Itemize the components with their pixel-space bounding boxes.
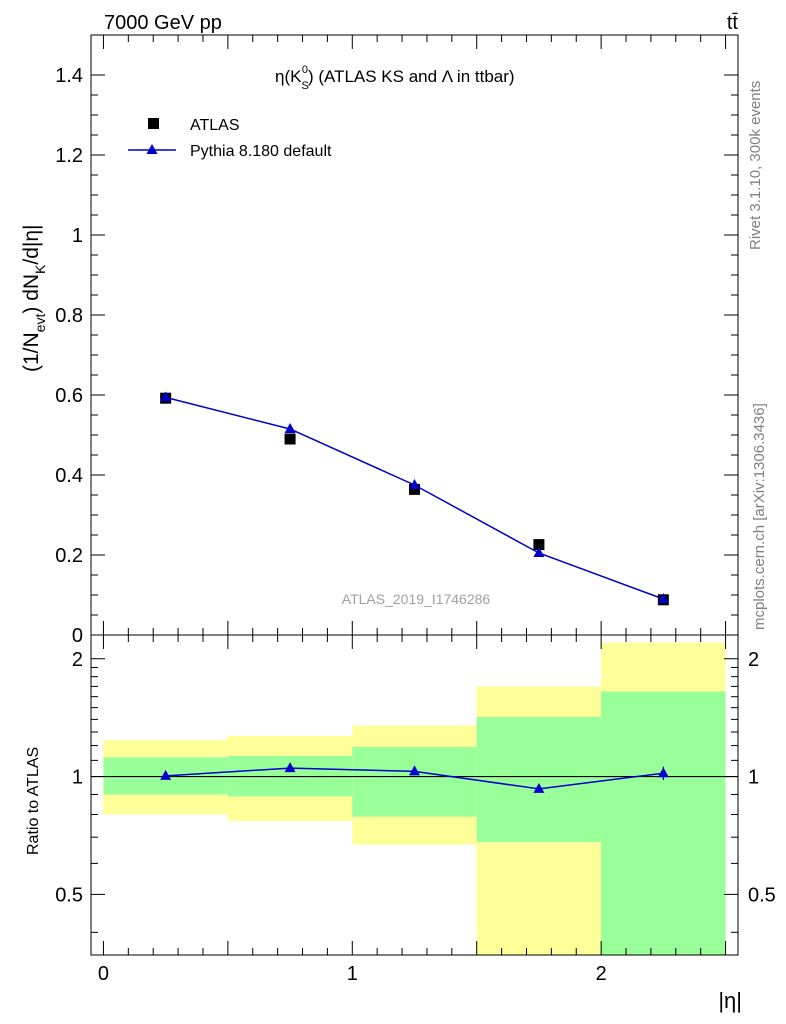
title-sup: 0 xyxy=(302,64,308,76)
process-label: tt̄ xyxy=(727,12,739,34)
title-sub: S xyxy=(301,80,308,92)
green-band xyxy=(601,691,726,955)
ylabel-a: (1/N xyxy=(20,332,43,372)
main-ytick-label: 0.2 xyxy=(55,545,83,567)
ratio-point xyxy=(160,769,172,780)
ratio-frame xyxy=(90,634,739,956)
pythia-point xyxy=(160,391,172,402)
main-ytick-label: 1.4 xyxy=(55,65,83,87)
watermark: ATLAS_2019_I1746286 xyxy=(342,591,491,607)
ratio-ytick-label-right: 2 xyxy=(748,649,759,671)
main-ytick-label: 0.8 xyxy=(55,305,83,327)
ratio-point xyxy=(657,767,669,778)
main-plot: 00.20.40.60.811.21.4 η(KS0) (ATLAS KS an… xyxy=(20,34,739,647)
main-ytick-label: 0.4 xyxy=(55,465,83,487)
main-ytick-label: 1 xyxy=(72,225,83,247)
ratio-xtick-label: 1 xyxy=(347,963,358,985)
main-ytick-label: 0.6 xyxy=(55,385,83,407)
legend-pythia-marker xyxy=(146,144,158,154)
ylabel-c: /d|η| xyxy=(20,224,43,264)
mcplots-label: mcplots.cern.ch [arXiv:1306.3436] xyxy=(751,403,768,630)
atlas-point xyxy=(409,483,420,495)
legend-atlas-marker xyxy=(148,118,159,129)
ratio-ytick-label: 2 xyxy=(72,649,83,671)
ratio-xtick-label: 0 xyxy=(98,963,109,985)
pythia-line xyxy=(165,396,664,600)
green-band xyxy=(352,747,477,817)
ylabel-b: ) dN xyxy=(20,274,43,314)
ratio-ytick-label-right: 1 xyxy=(748,767,759,789)
main-ytick-label: 1.2 xyxy=(55,145,83,167)
energy-label: 7000 GeV pp xyxy=(104,12,222,34)
ratio-plot: 0.5 0.5 1 1 2 2 0 1 2 Ratio to ATLAS |η| xyxy=(25,634,776,1013)
ratio-point xyxy=(409,765,420,776)
ratio-ytick-label: 1 xyxy=(72,767,83,789)
pythia-point xyxy=(533,547,545,557)
title-pre: η(K xyxy=(275,67,302,86)
ratio-point xyxy=(284,762,296,773)
pythia-point xyxy=(284,423,296,433)
ratio-ylabel: Ratio to ATLAS xyxy=(25,747,42,855)
ratio-xlabel: |η| xyxy=(718,988,742,1013)
green-band xyxy=(476,716,602,843)
ylabel-a-sub: evt xyxy=(32,314,48,333)
ylabel-b-sub: K xyxy=(32,264,48,274)
legend: ATLAS Pythia 8.180 default xyxy=(128,117,332,160)
ratio-ytick-label: 0.5 xyxy=(55,884,83,906)
legend-atlas-label: ATLAS xyxy=(190,117,240,134)
legend-pythia-label: Pythia 8.180 default xyxy=(190,143,332,160)
pythia-point xyxy=(409,479,420,489)
atlas-point xyxy=(284,433,296,445)
ratio-point xyxy=(533,782,545,793)
ratio-ytick-label-right: 0.5 xyxy=(748,884,776,906)
title-post: ) (ATLAS KS and Λ in ttbar) xyxy=(308,67,515,86)
main-ytick-label: 0 xyxy=(72,625,83,647)
rivet-label: Rivet 3.1.10, 300k events xyxy=(747,81,764,250)
main-frame xyxy=(90,34,739,636)
atlas-point xyxy=(533,539,545,551)
ratio-xtick-label: 2 xyxy=(596,963,607,985)
main-ylabel: (1/Nevt) dNK/d|η| xyxy=(20,224,48,372)
plot-title: η(KS 0) (ATLAS KS and Λ in ttbar) xyxy=(275,64,515,92)
pythia-point xyxy=(657,593,669,603)
